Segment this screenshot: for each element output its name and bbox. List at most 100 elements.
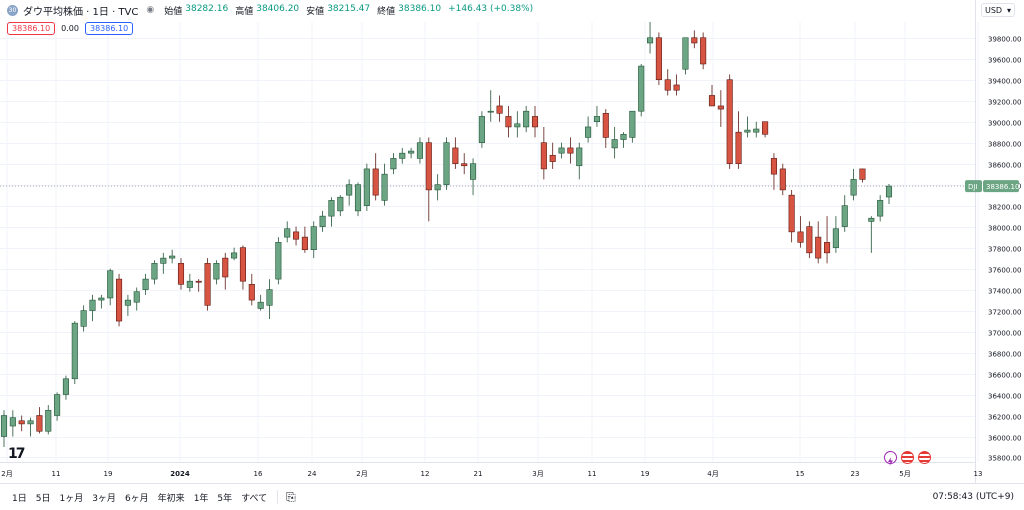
candle-body [611,139,618,149]
candle [576,142,583,180]
range-button-5d[interactable]: 5日 [35,493,51,504]
us-flag-icon[interactable] [901,451,914,464]
candle-body [664,79,671,91]
time-tick-label: 19 [641,470,650,478]
time-tick-label: 11 [52,470,61,478]
time-tick-label: 2024 [170,470,190,478]
candle-body [248,284,255,301]
us-flag-icon-2[interactable] [918,451,931,464]
candle [505,105,512,138]
candle-body [523,110,530,128]
tradingview-logo-icon[interactable]: 17 [8,446,26,462]
candle [195,279,202,292]
range-button-3m[interactable]: 3ヶ月 [92,493,116,504]
candle [638,63,645,117]
time-tick-label: 3月 [532,470,543,478]
candle-body [461,163,468,167]
candle [496,95,503,122]
candle-body [735,131,742,164]
range-button-6m[interactable]: 6ヶ月 [124,493,149,504]
candle [399,147,406,164]
currency-selector[interactable]: USD ▾ [981,3,1015,17]
candle [363,163,370,211]
candle-body [54,394,61,416]
candle [753,121,760,138]
candle-body [408,150,415,154]
range-button-1y[interactable]: 1年 [193,493,209,504]
calendar-icon[interactable]: ⎘ [286,489,296,504]
lightning-icon[interactable] [884,451,897,466]
price-tag-symbol: DJI [968,183,978,191]
candle-body [576,147,583,167]
candle-body [160,257,167,264]
candle [629,110,636,143]
candle [620,132,627,148]
candle [18,415,25,432]
ask-price-button[interactable]: 38386.10 [84,22,134,35]
candle-body [673,84,680,91]
candle-body [89,299,96,311]
time-tick-label: 4月 [707,470,718,478]
candle [372,153,379,201]
time-tick-label: 12 [421,470,430,478]
candle-body [124,299,131,306]
candle [62,375,69,400]
candle [160,252,167,274]
time-tick-label: 13 [974,470,983,478]
range-button-5y[interactable]: 5年 [217,493,233,504]
symbol-title[interactable]: ダウ平均株価 · 1日 · TVC [23,6,139,18]
candle-body [487,110,494,113]
candle-body [381,173,388,201]
price-tick-label: 39800.00 [988,36,1021,44]
bid-price-button[interactable]: 38386.10 [7,22,56,35]
candle-body [363,168,370,206]
time-tick-label: 5月 [899,470,910,478]
candle [124,294,131,316]
candle-body [354,184,362,212]
candle [806,221,813,259]
price-tick-label: 39000.00 [988,120,1021,128]
candle-body [346,184,353,196]
range-button-1d[interactable]: 1日 [12,493,27,504]
candle [770,153,777,190]
candle-body [770,158,777,175]
candle-body [71,322,78,380]
candle-body [753,128,760,133]
candle [868,216,875,253]
candle-body [638,65,645,112]
candle-body [682,37,689,70]
candle-body [593,116,600,122]
candle-body [372,168,379,196]
quote-row: 38386.10 0.00 38386.10 [7,22,134,35]
candle-body [655,37,662,81]
clock-readout[interactable]: 07:58:43 (UTC+9) [932,492,1014,502]
candle [275,237,282,285]
candle [239,245,246,290]
candle-body [531,116,539,128]
range-button-ytd[interactable]: 年初来 [157,493,185,504]
currency-label: USD [985,5,1003,15]
candle [478,111,485,148]
candle-body [647,37,654,44]
candle [611,126,618,159]
candle [859,168,866,183]
candle [9,410,16,437]
candle [531,105,539,138]
eye-icon[interactable]: ◉ [146,5,155,15]
candle [700,32,707,70]
candle [708,84,716,107]
candle-body [328,200,335,217]
range-button-all[interactable]: すべて [241,493,268,504]
candle-body [151,263,158,280]
candle-body [841,205,848,227]
price-tick-label: 36600.00 [988,372,1021,380]
candle-body [700,37,707,65]
time-tick-label: 16 [254,470,263,478]
ohlc-values: 始値 38282.16 高値 38406.20 安値 38215.47 終値 38386… [164,4,533,17]
candle [779,163,786,196]
candle [36,407,43,434]
candle-body [558,147,565,154]
range-button-1m[interactable]: 1ヶ月 [59,493,84,504]
candle-body [726,79,733,164]
